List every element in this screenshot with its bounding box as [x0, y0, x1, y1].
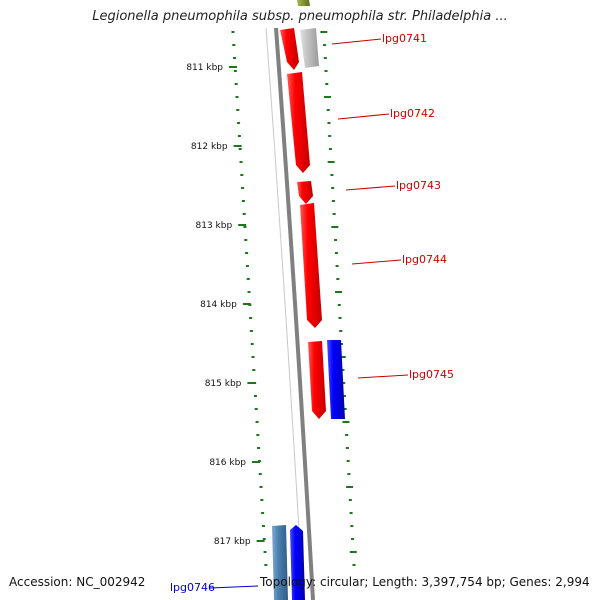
scale-tick-label: 816 kbp — [209, 458, 246, 468]
gene-label-lpg0746[interactable]: lpg0746 — [170, 581, 215, 594]
gene-label-lpg0742[interactable]: lpg0742 — [390, 107, 435, 120]
scale-tick-label: 817 kbp — [214, 537, 251, 547]
gene-label-lpg0741[interactable]: lpg0741 — [382, 32, 427, 45]
gene-label-lpg0745[interactable]: lpg0745 — [409, 368, 454, 381]
gene-features — [272, 0, 345, 600]
gene-lpg0742-shape[interactable] — [287, 72, 310, 173]
topology-text: Topology: circular; Length: 3,397,754 bp… — [260, 575, 590, 589]
gene-label-lpg0744[interactable]: lpg0744 — [402, 253, 447, 266]
gene-lpg0741-shape[interactable] — [300, 28, 319, 68]
scale-tick-label: 812 kbp — [191, 142, 228, 152]
backbone-outer-arc — [274, 27, 315, 600]
gene-lpg0743-shape[interactable] — [297, 181, 313, 204]
scale-tick-label: 813 kbp — [196, 221, 233, 231]
gene-lpg0746-blue-shape[interactable] — [290, 525, 305, 600]
scale-tick-label: 815 kbp — [205, 379, 242, 389]
gene-lpg0745-blue-shape[interactable] — [327, 340, 345, 419]
backbone-inner-arc — [265, 27, 304, 600]
gene-leader-lines — [209, 38, 409, 589]
accession-text: Accession: NC_002942 — [9, 575, 146, 589]
gene-label-lpg0743[interactable]: lpg0743 — [396, 179, 441, 192]
scale-tick-label: 814 kbp — [200, 300, 237, 310]
gene-lpg0745-red-shape[interactable] — [308, 341, 326, 419]
scale-ticks: 811 kbp 812 kbp 813 kbp 814 kbp 815 kbp 816 k… — [186, 63, 265, 547]
gene-red-top-shape[interactable] — [280, 28, 299, 70]
map-title: Legionella pneumophila subsp. pneumophil… — [92, 9, 508, 24]
gene-lpg0744-shape[interactable] — [300, 203, 322, 328]
scale-tick-label: 811 kbp — [186, 63, 223, 73]
gene-lpg0746-lightblue-shape[interactable] — [272, 525, 288, 600]
gene-olive-feature[interactable] — [297, 0, 310, 6]
